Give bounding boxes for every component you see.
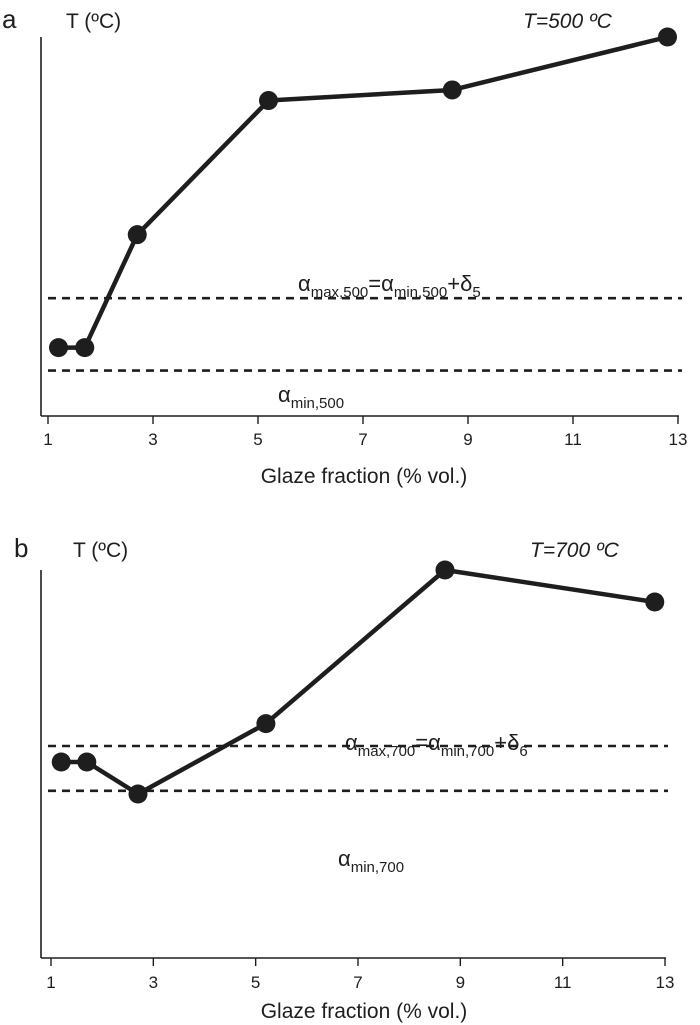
- annotation-symbol: +: [447, 271, 460, 296]
- series-line: [58, 34, 669, 350]
- data-point: [51, 752, 71, 772]
- annotation-subscript: max,500: [311, 284, 369, 301]
- x-tick-label: 3: [148, 430, 157, 449]
- data-point: [49, 338, 68, 358]
- annotation-symbol: =: [368, 271, 381, 296]
- annotation-subscript: 5: [472, 284, 480, 301]
- annotation-subscript: min,500: [394, 284, 447, 301]
- temperature-label: T=700 ºC: [530, 539, 620, 562]
- x-tick-label: 3: [149, 973, 158, 992]
- data-point: [256, 714, 276, 734]
- x-tick-label: 5: [253, 430, 262, 449]
- threshold-annotation: αmin,700: [338, 846, 404, 876]
- data-point: [127, 225, 147, 245]
- x-tick-label: 13: [669, 430, 688, 449]
- series-line: [61, 567, 656, 797]
- annotation-symbol: α: [338, 846, 351, 871]
- annotation-subscript: min,700: [441, 743, 494, 760]
- x-tick-label: 11: [564, 430, 582, 449]
- x-tick-label: 7: [358, 430, 367, 449]
- temperature-label: T=500 ºC: [523, 10, 613, 33]
- y-axis-label: T (ºC): [73, 539, 128, 562]
- annotation-symbol: α: [278, 382, 291, 407]
- annotation-symbol: +: [494, 730, 507, 755]
- threshold-annotation: αmax,700=αmin,700+δ6: [345, 730, 528, 760]
- annotation-symbol: α: [381, 271, 394, 296]
- x-tick-label: 1: [43, 430, 52, 449]
- data-point: [259, 91, 278, 111]
- x-tick-label: 5: [251, 973, 260, 992]
- x-tick-label: 9: [463, 430, 472, 449]
- annotation-subscript: 6: [519, 743, 527, 760]
- annotation-symbol: δ: [507, 730, 519, 755]
- x-tick-label: 13: [656, 973, 675, 992]
- y-axis-label: T (ºC): [66, 10, 121, 33]
- annotation-symbol: =: [415, 730, 428, 755]
- data-point: [77, 752, 97, 772]
- data-point: [442, 80, 462, 100]
- threshold-annotation: αmin,500: [278, 382, 344, 412]
- x-tick-label: 1: [46, 973, 55, 992]
- annotation-symbol: α: [428, 730, 441, 755]
- annotation-subscript: min,500: [291, 395, 344, 412]
- x-axis-title: Glaze fraction (% vol.): [261, 1000, 468, 1023]
- annotation-symbol: α: [345, 730, 358, 755]
- data-point: [128, 784, 148, 804]
- annotation-subscript: min,700: [351, 859, 404, 876]
- data-point: [645, 592, 665, 612]
- threshold-annotation: αmax,500=αmin,500+δ5: [298, 271, 481, 301]
- annotation-symbol: α: [298, 271, 311, 296]
- annotation-subscript: max,700: [358, 743, 416, 760]
- panel-letter: b: [14, 533, 28, 563]
- annotation-symbol: δ: [460, 271, 472, 296]
- data-point: [75, 338, 95, 358]
- x-tick-label: 11: [554, 973, 572, 992]
- data-point: [435, 560, 455, 580]
- x-axis-title: Glaze fraction (% vol.): [261, 465, 468, 488]
- x-tick-label: 7: [353, 973, 362, 992]
- data-point: [658, 27, 677, 47]
- x-tick-label: 9: [456, 973, 465, 992]
- panel-letter: a: [2, 4, 17, 34]
